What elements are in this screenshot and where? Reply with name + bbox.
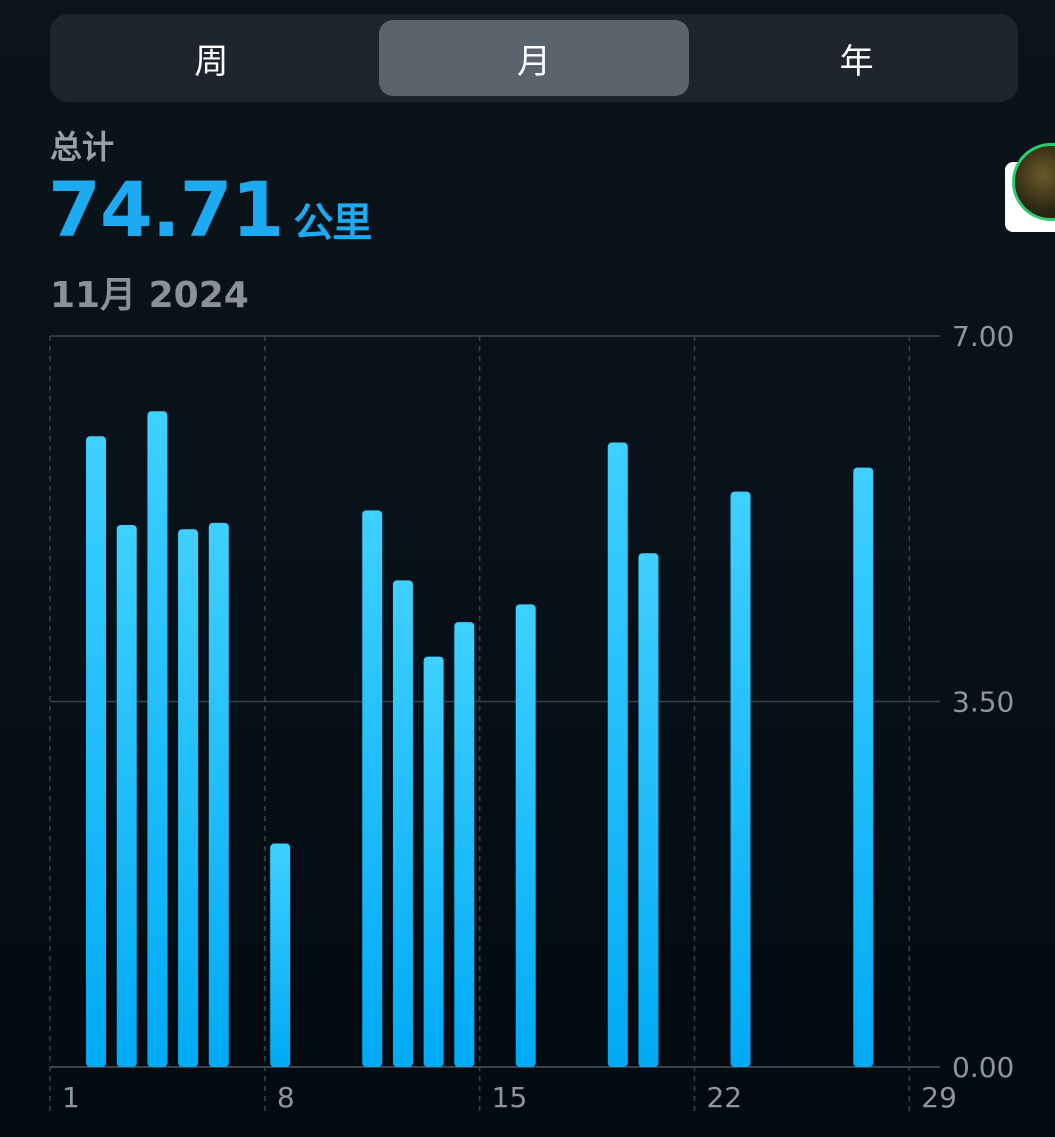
- tab-week[interactable]: 周: [194, 41, 229, 82]
- total-unit: 公里: [293, 200, 372, 246]
- distance-bar-day-3[interactable]: [116, 525, 137, 1067]
- tab-year[interactable]: 年: [839, 41, 874, 82]
- x-tick-label: 29: [921, 1081, 957, 1114]
- y-tick-label: 0.00: [952, 1051, 1014, 1084]
- period-date-label: 11月 2024: [50, 275, 249, 316]
- total-label: 总计: [50, 128, 115, 166]
- distance-bar-day-19[interactable]: [607, 442, 628, 1067]
- x-tick-label: 15: [492, 1081, 528, 1114]
- x-tick-label: 22: [706, 1081, 742, 1114]
- distance-bar-day-27[interactable]: [853, 467, 874, 1068]
- distance-bar-day-20[interactable]: [638, 553, 659, 1067]
- distance-bar-day-13[interactable]: [423, 656, 444, 1067]
- distance-bar-day-6[interactable]: [208, 522, 229, 1067]
- chart-grid: [49, 335, 940, 1115]
- y-tick-label: 7.00: [952, 320, 1014, 353]
- y-tick-label: 3.50: [952, 686, 1014, 719]
- distance-bar-day-5[interactable]: [178, 529, 199, 1067]
- distance-bar-day-16[interactable]: [515, 604, 536, 1067]
- x-tick-label: 8: [277, 1081, 295, 1114]
- chart-bars: [86, 411, 874, 1068]
- distance-bar-day-11[interactable]: [362, 510, 383, 1067]
- distance-bar-day-4[interactable]: [147, 411, 168, 1067]
- total-distance: 74.71 公里: [48, 165, 372, 265]
- distance-bar-day-23[interactable]: [730, 491, 751, 1067]
- period-segmented-control: 周 月 年: [50, 14, 1018, 102]
- distance-bar-day-12[interactable]: [392, 580, 413, 1067]
- distance-bar-day-2[interactable]: [86, 436, 107, 1067]
- distance-bar-day-14[interactable]: [454, 622, 475, 1067]
- x-tick-label: 1: [62, 1081, 80, 1114]
- tab-month[interactable]: 月: [378, 20, 690, 96]
- chart-labels: 7.00 3.50 0.00 1 8 15 22 29: [62, 320, 1014, 1114]
- total-value: 74.71: [48, 165, 284, 254]
- distance-bar-day-8[interactable]: [270, 843, 291, 1067]
